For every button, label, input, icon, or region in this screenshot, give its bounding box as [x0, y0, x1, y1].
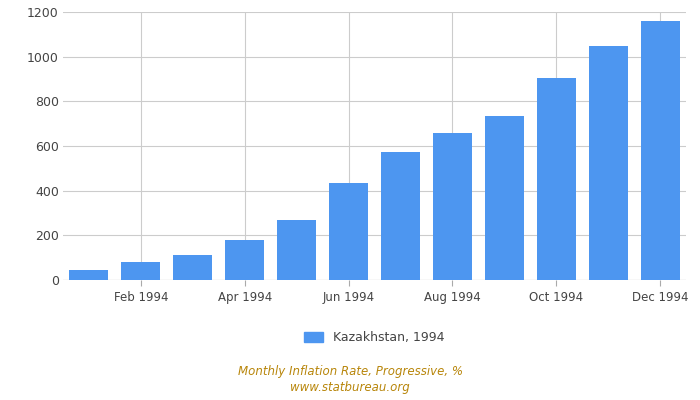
- Text: www.statbureau.org: www.statbureau.org: [290, 382, 410, 394]
- Bar: [277, 220, 316, 280]
- Bar: [174, 256, 212, 280]
- Bar: [225, 240, 264, 280]
- Bar: [640, 21, 680, 280]
- Bar: [589, 46, 628, 280]
- Bar: [433, 132, 472, 280]
- Bar: [121, 262, 160, 280]
- Bar: [329, 183, 368, 280]
- Bar: [69, 270, 108, 280]
- Legend: Kazakhstan, 1994: Kazakhstan, 1994: [300, 326, 449, 350]
- Bar: [381, 152, 420, 280]
- Bar: [485, 116, 524, 280]
- Bar: [537, 78, 575, 280]
- Text: Monthly Inflation Rate, Progressive, %: Monthly Inflation Rate, Progressive, %: [237, 366, 463, 378]
